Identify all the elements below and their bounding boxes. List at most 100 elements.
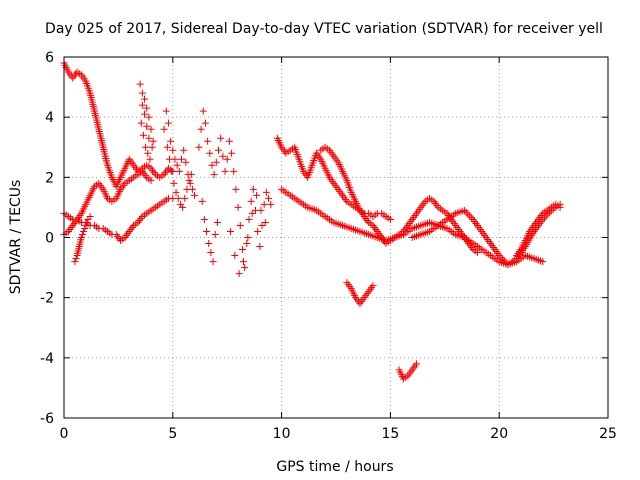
data-point (247, 197, 255, 205)
x-tick-label: 25 (599, 426, 617, 442)
data-point (241, 264, 249, 272)
data-point (240, 258, 248, 266)
data-point (234, 203, 242, 211)
data-point (201, 119, 209, 127)
data-point-fill (83, 218, 91, 226)
data-point (258, 221, 266, 229)
data-point (147, 125, 155, 133)
data-point (167, 137, 175, 145)
data-point-fill (464, 210, 472, 218)
data-point (207, 249, 215, 257)
y-tick-label: 4 (45, 110, 54, 126)
data-point (212, 158, 220, 166)
data-point (183, 185, 191, 193)
data-point (138, 89, 146, 97)
data-point (182, 158, 190, 166)
y-axis-label: SDTVAR / TECUs (8, 180, 24, 295)
data-point (214, 146, 222, 154)
data-point (138, 101, 146, 109)
data-point (231, 252, 239, 260)
data-point (413, 360, 421, 368)
x-tick-label: 20 (490, 426, 508, 442)
data-point (210, 170, 218, 178)
data-point (265, 194, 273, 202)
data-point (191, 191, 199, 199)
data-point (148, 143, 156, 151)
y-tick-labels: -6 -4 -2 0 2 4 6 (40, 50, 54, 427)
data-point (249, 185, 257, 193)
data-point (238, 246, 246, 254)
data-point (206, 149, 214, 157)
data-point (142, 143, 150, 151)
data-point (226, 227, 234, 235)
data-point (253, 191, 261, 199)
data-point (230, 167, 238, 175)
data-point-fill (499, 255, 507, 263)
data-point (147, 176, 155, 184)
data-point (232, 185, 240, 193)
data-point (86, 212, 94, 220)
y-tick-label: 0 (45, 231, 54, 247)
data-point (185, 176, 193, 184)
data-point (223, 155, 231, 163)
data-point (257, 206, 265, 214)
data-point (77, 234, 85, 241)
data-point-fill (497, 253, 505, 261)
data-point (136, 80, 144, 88)
data-point (170, 179, 178, 187)
data-point (146, 155, 154, 163)
data-point (243, 240, 251, 248)
data-point (254, 227, 262, 235)
chart-title: Day 025 of 2017, Sidereal Day-to-day VTE… (45, 21, 603, 37)
data-point (205, 240, 213, 248)
data-point (260, 200, 268, 208)
data-point (187, 170, 195, 178)
x-axis-label: GPS time / hours (276, 459, 393, 475)
data-point (262, 188, 270, 196)
data-point (473, 249, 481, 257)
data-point (204, 137, 212, 145)
data-point (267, 200, 275, 208)
data-point (163, 143, 171, 151)
data-point (256, 243, 264, 251)
data-point (245, 215, 253, 223)
data-point (172, 188, 180, 196)
data-point (386, 215, 394, 223)
data-point (175, 167, 183, 175)
x-tick-labels: 0 5 10 15 20 25 (60, 426, 617, 442)
x-tick-label: 15 (381, 426, 399, 442)
data-point (149, 137, 157, 145)
data-point (144, 149, 152, 157)
data-point (145, 134, 153, 142)
data-point (203, 227, 211, 235)
data-point-fill (78, 230, 86, 238)
data-point (556, 203, 564, 211)
data-point (80, 227, 88, 235)
data-point (208, 161, 216, 169)
data-points (60, 59, 564, 383)
axis-ticks (63, 56, 609, 419)
data-point (178, 155, 186, 163)
data-point-fill (72, 255, 80, 263)
data-point (197, 125, 205, 133)
data-point (195, 143, 203, 151)
data-point (186, 179, 194, 187)
data-point (235, 270, 243, 278)
data-point (200, 215, 208, 223)
data-point (162, 107, 170, 115)
data-point (141, 110, 149, 118)
data-point (248, 209, 256, 217)
data-point (71, 258, 79, 266)
data-point (160, 125, 168, 133)
data-point-fill (81, 224, 89, 232)
data-point (139, 131, 147, 139)
data-point-fill (462, 208, 470, 216)
data-point (209, 258, 217, 266)
data-point (174, 194, 182, 202)
data-point (143, 104, 151, 112)
data-point (225, 137, 233, 145)
y-tick-label: -6 (40, 411, 54, 427)
data-point (141, 95, 149, 103)
data-point (166, 155, 174, 163)
